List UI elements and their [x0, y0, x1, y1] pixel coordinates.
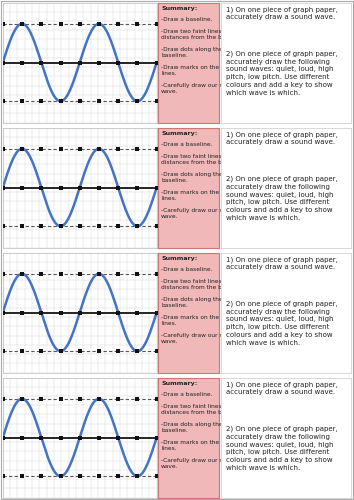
Text: Summary:: Summary:	[161, 256, 198, 261]
Text: -Draw a baseline.

-Draw two faint lines at equal
distances from the baseline.

: -Draw a baseline. -Draw two faint lines …	[161, 392, 248, 469]
Text: -Draw a baseline.

-Draw two faint lines at equal
distances from the baseline.

: -Draw a baseline. -Draw two faint lines …	[161, 267, 248, 344]
Text: Summary:: Summary:	[161, 381, 198, 386]
Text: Summary:: Summary:	[161, 131, 198, 136]
Text: 1) On one piece of graph paper,
accurately draw a sound wave.: 1) On one piece of graph paper, accurate…	[227, 381, 338, 396]
Text: 2) On one piece of graph paper,
accurately draw the following
sound waves: quiet: 2) On one piece of graph paper, accurate…	[227, 426, 338, 471]
Text: 1) On one piece of graph paper,
accurately draw a sound wave.: 1) On one piece of graph paper, accurate…	[227, 131, 338, 146]
Text: -Draw a baseline.

-Draw two faint lines at equal
distances from the baseline.

: -Draw a baseline. -Draw two faint lines …	[161, 17, 248, 94]
Text: -Draw a baseline.

-Draw two faint lines at equal
distances from the baseline.

: -Draw a baseline. -Draw two faint lines …	[161, 142, 248, 219]
Text: 2) On one piece of graph paper,
accurately draw the following
sound waves: quiet: 2) On one piece of graph paper, accurate…	[227, 50, 338, 96]
Text: 1) On one piece of graph paper,
accurately draw a sound wave.: 1) On one piece of graph paper, accurate…	[227, 6, 338, 20]
Text: 2) On one piece of graph paper,
accurately draw the following
sound waves: quiet: 2) On one piece of graph paper, accurate…	[227, 300, 338, 346]
Text: Summary:: Summary:	[161, 6, 198, 11]
Text: 2) On one piece of graph paper,
accurately draw the following
sound waves: quiet: 2) On one piece of graph paper, accurate…	[227, 176, 338, 221]
Text: 1) On one piece of graph paper,
accurately draw a sound wave.: 1) On one piece of graph paper, accurate…	[227, 256, 338, 270]
